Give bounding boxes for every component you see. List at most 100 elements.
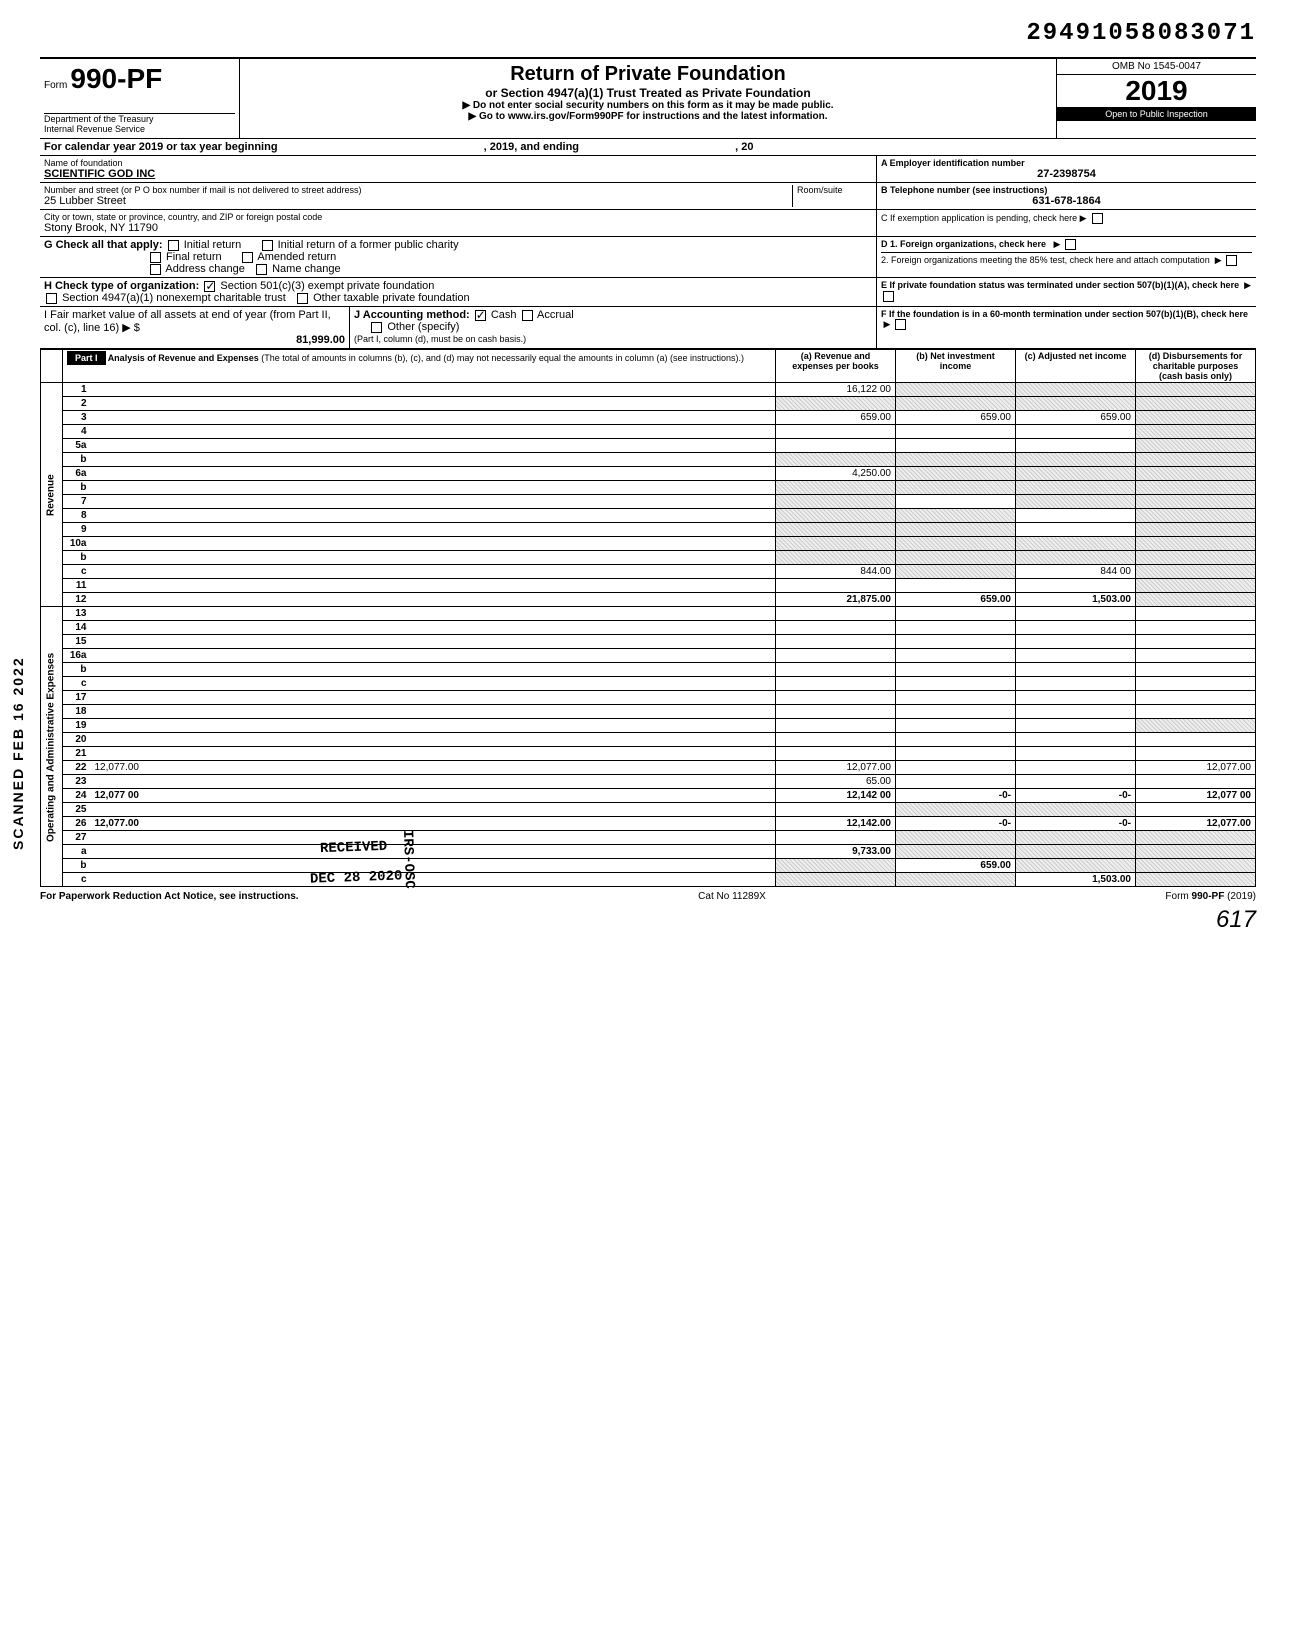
amount-cell (1136, 523, 1256, 537)
line-description (91, 649, 776, 663)
sec4947-checkbox[interactable] (46, 293, 57, 304)
table-row: 19 (41, 719, 1256, 733)
amount-cell (896, 873, 1016, 887)
line-description (91, 565, 776, 579)
line-description (91, 803, 776, 817)
line-number: 6a (63, 467, 91, 481)
foreign-org-checkbox[interactable] (1065, 239, 1076, 250)
address-change-checkbox[interactable] (150, 264, 161, 275)
fmv-label: I Fair market value of all assets at end… (44, 309, 331, 334)
table-row: 4 (41, 425, 1256, 439)
initial-return-checkbox[interactable] (168, 240, 179, 251)
amount-cell (896, 705, 1016, 719)
amount-cell: -0- (896, 817, 1016, 831)
amount-cell (896, 845, 1016, 859)
exemption-checkbox[interactable] (1092, 213, 1103, 224)
line-number: 15 (63, 635, 91, 649)
section-label: Revenue (41, 383, 63, 607)
accrual-checkbox[interactable] (522, 310, 533, 321)
other-specify-checkbox[interactable] (371, 322, 382, 333)
amount-cell (1136, 551, 1256, 565)
initial-return-label: Initial return (184, 239, 241, 251)
amount-cell (1016, 383, 1136, 397)
amount-cell (1136, 635, 1256, 649)
amount-cell: 659.00 (896, 593, 1016, 607)
amount-cell (776, 873, 896, 887)
foreign-85-checkbox[interactable] (1226, 255, 1237, 266)
line-description: 12,077.00 (91, 761, 776, 775)
sixty-month-checkbox[interactable] (895, 319, 906, 330)
amount-cell (776, 719, 896, 733)
other-taxable-checkbox[interactable] (297, 293, 308, 304)
line-description (91, 495, 776, 509)
cash-checkbox[interactable] (475, 310, 486, 321)
line-description (91, 635, 776, 649)
amount-cell (776, 481, 896, 495)
table-row: c 1,503.00 (41, 873, 1256, 887)
amended-checkbox[interactable] (242, 252, 253, 263)
line-number: 12 (63, 593, 91, 607)
section-label: Operating and Administrative Expenses (41, 607, 63, 887)
name-label: Name of foundation (44, 158, 872, 168)
amount-cell (1016, 691, 1136, 705)
table-row: 27 (41, 831, 1256, 845)
amount-cell: 659.00 (896, 411, 1016, 425)
amount-cell: 65.00 (776, 775, 896, 789)
line-number: 11 (63, 579, 91, 593)
footer-right: Form 990-PF (2019) (1165, 891, 1256, 902)
amount-cell: 9,733.00 (776, 845, 896, 859)
public-inspection: Open to Public Inspection (1057, 107, 1256, 121)
amount-cell (896, 663, 1016, 677)
line-number: 19 (63, 719, 91, 733)
scanned-stamp: SCANNED FEB 16 2022 (10, 656, 26, 850)
amount-cell (1016, 831, 1136, 845)
amount-cell: 659.00 (776, 411, 896, 425)
line-number: c (63, 873, 91, 887)
amount-cell (896, 523, 1016, 537)
line-number: a (63, 845, 91, 859)
line-number: b (63, 859, 91, 873)
cash-label: Cash (491, 309, 517, 321)
part-i-col-note: (Part I, column (d), must be on cash bas… (354, 334, 526, 344)
sec501-label: Section 501(c)(3) exempt private foundat… (220, 280, 434, 292)
amount-cell (1136, 495, 1256, 509)
amount-cell (896, 467, 1016, 481)
amount-cell (1016, 425, 1136, 439)
foreign-85-label: 2. Foreign organizations meeting the 85%… (881, 255, 1210, 265)
name-change-checkbox[interactable] (256, 264, 267, 275)
amount-cell: 1,503.00 (1016, 593, 1136, 607)
amount-cell (896, 761, 1016, 775)
amount-cell (1016, 495, 1136, 509)
acct-method-label: J Accounting method: (354, 309, 470, 321)
terminated-checkbox[interactable] (883, 291, 894, 302)
amended-label: Amended return (257, 251, 336, 263)
cal-end: , 20 (735, 141, 753, 153)
amount-cell (776, 831, 896, 845)
line-number: 25 (63, 803, 91, 817)
name-change-label: Name change (272, 263, 341, 275)
form-number: 990-PF (70, 63, 162, 94)
amount-cell: 12,142 00 (776, 789, 896, 803)
amount-cell (1136, 677, 1256, 691)
final-return-checkbox[interactable] (150, 252, 161, 263)
foreign-org-label: D 1. Foreign organizations, check here (881, 239, 1046, 249)
line-number: b (63, 551, 91, 565)
amount-cell (896, 509, 1016, 523)
line-description (91, 873, 776, 887)
initial-former-checkbox[interactable] (262, 240, 273, 251)
table-row: a 9,733.00 (41, 845, 1256, 859)
amount-cell: 1,503.00 (1016, 873, 1136, 887)
sec501-checkbox[interactable] (204, 281, 215, 292)
amount-cell (776, 425, 896, 439)
line-description (91, 691, 776, 705)
amount-cell: 12,077.00 (776, 761, 896, 775)
amount-cell (776, 677, 896, 691)
other-taxable-label: Other taxable private foundation (313, 292, 470, 304)
amount-cell (776, 495, 896, 509)
part-i-label: Part I (67, 351, 106, 365)
amount-cell (1136, 845, 1256, 859)
amount-cell (1016, 775, 1136, 789)
instruction-1: ▶ Do not enter social security numbers o… (248, 100, 1048, 111)
amount-cell (1016, 523, 1136, 537)
amount-cell (776, 509, 896, 523)
